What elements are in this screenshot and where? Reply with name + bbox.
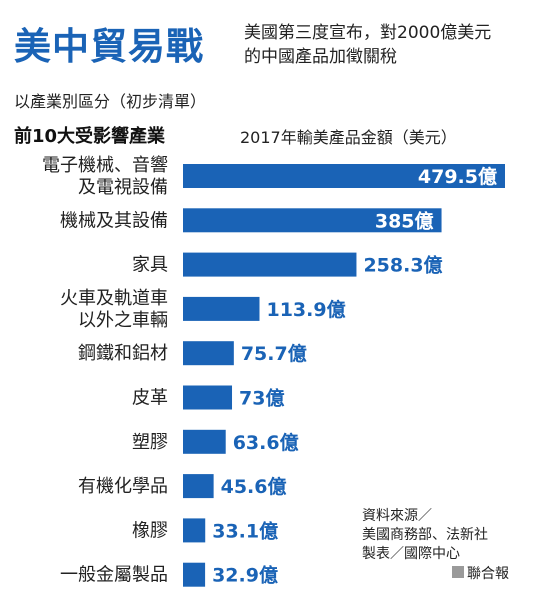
bar-5 [183, 385, 233, 410]
category-label-0-1: 及電視設備 [78, 177, 168, 198]
publisher-text: 聯合報 [467, 566, 509, 582]
source-line-2: 美國商務部、法新社 [362, 527, 488, 543]
category-label-4-0: 鋼鐵和鋁材 [78, 343, 168, 364]
subtitle-line-2: 的中國產品加徵關稅 [244, 47, 397, 67]
publisher-label: 聯合報 [452, 563, 509, 583]
bar-6 [183, 429, 226, 454]
value-label-8: 33.1億 [212, 519, 278, 542]
value-label-7: 45.6億 [221, 475, 287, 498]
value-label-5: 73億 [239, 387, 284, 410]
bar-3 [183, 296, 260, 321]
category-label-9-0: 一般金屬製品 [60, 565, 168, 586]
category-label-3-0: 火車及軌道車 [60, 288, 168, 309]
category-label-0-0: 電子機械、音響 [42, 155, 168, 176]
bar-8 [183, 518, 206, 543]
category-label-3-1: 以外之車輛 [78, 310, 168, 331]
category-label-8-0: 橡膠 [132, 520, 168, 541]
category-label-1-0: 機械及其設備 [60, 210, 168, 231]
section-heading: 前10大受影響產業 [14, 126, 166, 147]
value-label-4: 75.7億 [241, 342, 307, 365]
publisher-square-icon [452, 566, 464, 578]
bar-7 [183, 474, 214, 499]
value-label-0: 479.5億 [418, 165, 497, 188]
subtitle-line-1: 美國第三度宣布，對2000億美元 [244, 23, 492, 43]
bar-1 [183, 208, 442, 233]
bar-9 [183, 562, 206, 587]
value-label-3: 113.9億 [266, 298, 345, 321]
category-label-5-0: 皮革 [132, 388, 168, 409]
value-label-2: 258.3億 [363, 254, 442, 277]
value-label-6: 63.6億 [233, 431, 299, 454]
category-label-2-0: 家具 [132, 255, 168, 276]
chart-title: 美中貿易戰 [14, 25, 204, 68]
bar-4 [183, 341, 234, 366]
classification-note: 以產業別區分（初步清單） [14, 92, 207, 111]
category-label-7-0: 有機化學品 [78, 476, 168, 497]
value-label-9: 32.9億 [212, 564, 278, 587]
value-axis-heading: 2017年輸美產品金額（美元） [240, 128, 457, 147]
category-label-6-0: 塑膠 [132, 432, 168, 453]
bar-2 [183, 252, 357, 277]
source-line-1: 資料來源／ [362, 508, 432, 524]
value-label-1: 385億 [375, 209, 434, 232]
bar-0 [183, 164, 505, 188]
source-line-3: 製表／國際中心 [362, 546, 460, 562]
